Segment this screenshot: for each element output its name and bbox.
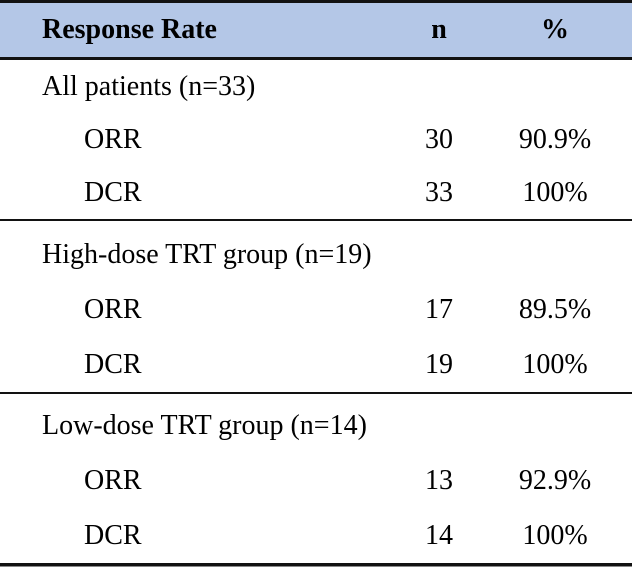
cell-n: 33 [425, 176, 453, 208]
table-row: ORR 30 90.9% [0, 113, 632, 166]
table-row: ORR 17 89.5% [0, 282, 632, 337]
section-label: High-dose TRT group (n=19) [42, 238, 372, 270]
section-label: All patients (n=33) [42, 70, 256, 102]
table-bottom-rule [0, 563, 632, 567]
cell-n: 14 [425, 519, 453, 551]
header-percent: % [541, 14, 569, 45]
row-label: DCR [84, 519, 142, 551]
row-label: ORR [84, 464, 142, 496]
header-n: n [431, 14, 447, 45]
row-label: ORR [84, 123, 142, 155]
section-label-row: Low-dose TRT group (n=14) [0, 398, 632, 453]
section-high-dose: High-dose TRT group (n=19) ORR 17 89.5% … [0, 221, 632, 394]
cell-percent: 100% [522, 176, 588, 208]
cell-percent: 92.9% [518, 464, 592, 496]
table-row: DCR 19 100% [0, 337, 632, 392]
table-header-row: Response Rate n % [0, 3, 632, 60]
row-label: DCR [84, 348, 142, 380]
cell-n: 19 [425, 348, 453, 380]
table-row: ORR 13 92.9% [0, 453, 632, 508]
header-response-rate: Response Rate [42, 14, 217, 45]
section-all-patients: All patients (n=33) ORR 30 90.9% DCR 33 … [0, 60, 632, 221]
row-label: ORR [84, 293, 142, 325]
section-label-row: All patients (n=33) [0, 60, 632, 113]
cell-percent: 100% [522, 519, 588, 551]
cell-n: 17 [425, 293, 453, 325]
row-label: DCR [84, 176, 142, 208]
cell-percent: 89.5% [518, 293, 592, 325]
table-row: DCR 33 100% [0, 166, 632, 219]
cell-n: 13 [425, 464, 453, 496]
cell-percent: 100% [522, 348, 588, 380]
table-row: DCR 14 100% [0, 508, 632, 563]
cell-percent: 90.9% [518, 123, 592, 155]
section-label-row: High-dose TRT group (n=19) [0, 227, 632, 282]
cell-n: 30 [425, 123, 453, 155]
section-label: Low-dose TRT group (n=14) [42, 409, 367, 441]
section-low-dose: Low-dose TRT group (n=14) ORR 13 92.9% D… [0, 394, 632, 563]
